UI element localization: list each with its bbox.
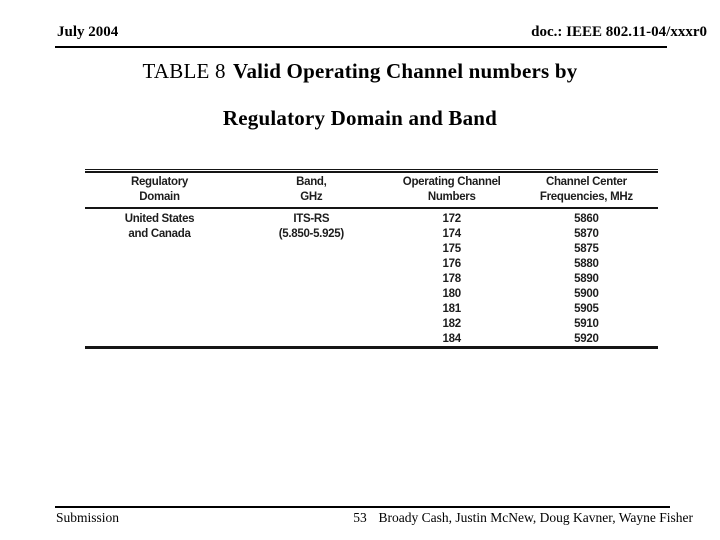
table-cell xyxy=(85,256,234,271)
table-cell: 182 xyxy=(442,317,462,330)
table-cell: 5890 xyxy=(574,272,599,285)
table-cell xyxy=(234,286,389,301)
footer-rule xyxy=(55,506,670,508)
table-cell: 184 xyxy=(442,332,462,345)
table-title-text: Valid Operating Channel numbers by xyxy=(233,59,578,83)
column-header: Operating Channel Numbers xyxy=(388,172,515,209)
table-cell: 178 xyxy=(442,272,462,285)
table-number-label: TABLE 8 xyxy=(142,59,226,83)
table-cell: 5905 xyxy=(574,302,599,315)
table-cell: United States xyxy=(124,212,195,225)
table-cell xyxy=(234,316,389,331)
table-cell xyxy=(85,286,234,301)
table-cell: 180 xyxy=(442,287,462,300)
channel-table-wrapper: Regulatory Domain Band, GHz Operating Channe… xyxy=(85,169,658,349)
table-cell: 176 xyxy=(442,257,462,270)
table-header-row: Regulatory Domain Band, GHz Operating Channe… xyxy=(85,172,658,209)
table-cell xyxy=(85,331,234,348)
slide-title-line-1: TABLE 8 Valid Operating Channel numbers b… xyxy=(0,59,720,84)
table-cell: 172 xyxy=(442,212,462,225)
column-header: Band, GHz xyxy=(233,172,389,209)
table-row: 181 5905 xyxy=(85,301,658,316)
table-cell: and Canada xyxy=(128,227,191,240)
table-cell: 5875 xyxy=(574,242,599,255)
channel-table: Regulatory Domain Band, GHz Operating Channe… xyxy=(85,171,658,349)
table-row: 182 5910 xyxy=(85,316,658,331)
footer-authors: Broady Cash, Justin McNew, Doug Kavner, … xyxy=(378,510,693,525)
table-cell: 174 xyxy=(442,227,462,240)
table-header: Regulatory Domain Band, GHz Operating Channe… xyxy=(85,172,658,209)
table-cell: 5880 xyxy=(574,257,599,270)
table-cell xyxy=(85,241,234,256)
table-cell: 5900 xyxy=(574,287,599,300)
table-cell: 5920 xyxy=(574,332,599,345)
table-row: and Canada (5.850-5.925) 174 5870 xyxy=(85,226,658,241)
footer-submission-label: Submission xyxy=(56,510,120,525)
table-row: 184 5920 xyxy=(85,331,658,348)
slide-title-line-2: Regulatory Domain and Band xyxy=(222,106,498,130)
table-row: United States ITS-RS 172 5860 xyxy=(85,208,658,226)
table-cell xyxy=(234,301,389,316)
table-cell: 175 xyxy=(442,242,462,255)
column-header: Channel Center Frequencies, MHz xyxy=(514,172,658,209)
table-cell: (5.850-5.925) xyxy=(278,227,344,240)
table-cell: ITS-RS xyxy=(293,212,330,225)
table-cell: 5910 xyxy=(574,317,599,330)
table-cell xyxy=(234,331,389,348)
table-row: 178 5890 xyxy=(85,271,658,286)
table-body: United States ITS-RS 172 5860 and Canada (5.8… xyxy=(85,208,658,348)
table-cell xyxy=(85,316,234,331)
table-cell xyxy=(85,271,234,286)
table-cell: 5860 xyxy=(574,212,599,225)
column-header: Regulatory Domain xyxy=(85,172,234,209)
table-cell xyxy=(234,256,389,271)
table-row: 175 5875 xyxy=(85,241,658,256)
table-cell: 5870 xyxy=(574,227,599,240)
table-row: 176 5880 xyxy=(85,256,658,271)
header-date: July 2004 xyxy=(57,24,119,40)
table-cell xyxy=(234,241,389,256)
table-cell xyxy=(85,301,234,316)
header-doc-number: doc.: IEEE 802.11-04/xxxr0 xyxy=(531,24,707,40)
table-cell: 181 xyxy=(442,302,462,315)
table-cell xyxy=(234,271,389,286)
page-number: 53 xyxy=(353,510,367,525)
table-row: 180 5900 xyxy=(85,286,658,301)
header-rule xyxy=(55,46,667,48)
